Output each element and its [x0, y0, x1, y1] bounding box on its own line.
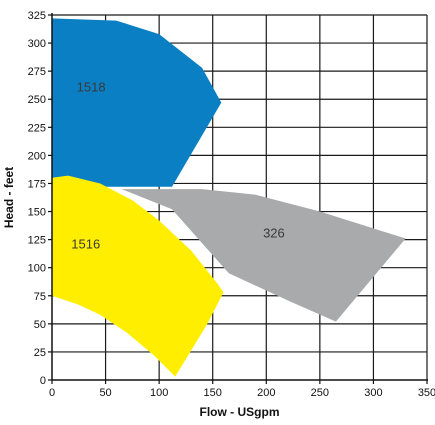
x-tick-label-350: 350 — [418, 387, 435, 399]
x-tick-label-200: 200 — [257, 387, 275, 399]
y-tick-label-125: 125 — [28, 235, 46, 247]
region-1518 — [52, 18, 222, 187]
x-tick-label-50: 50 — [99, 387, 111, 399]
y-tick-label-0: 0 — [40, 375, 46, 387]
x-tick-label-100: 100 — [150, 387, 168, 399]
axes — [48, 13, 428, 384]
x-tick-label-150: 150 — [204, 387, 222, 399]
region-label-326: 326 — [263, 225, 285, 240]
tick-labels: 0 25 50 75 100 125 150 175 200 225 250 275 300 325 0 50… — [28, 10, 435, 399]
y-tick-label-275: 275 — [28, 66, 46, 78]
x-axis-label: Flow - USgpm — [200, 405, 280, 419]
x-tick-label-250: 250 — [311, 387, 329, 399]
y-tick-label-250: 250 — [28, 94, 46, 106]
region-326 — [121, 189, 406, 322]
region-label-1518: 1518 — [77, 79, 106, 94]
region-label-1516: 1516 — [71, 237, 100, 252]
y-tick-label-150: 150 — [28, 207, 46, 219]
performance-regions — [52, 18, 406, 377]
y-tick-label-200: 200 — [28, 150, 46, 162]
y-tick-label-325: 325 — [28, 10, 46, 22]
region-labels: 1518 326 1516 — [71, 79, 284, 251]
y-tick-label-75: 75 — [34, 291, 46, 303]
x-tick-label-0: 0 — [49, 387, 55, 399]
region-1516 — [52, 175, 224, 377]
y-axis-label: Head - feet — [2, 167, 16, 228]
x-tick-label-300: 300 — [364, 387, 382, 399]
y-tick-label-175: 175 — [28, 178, 46, 190]
y-tick-label-300: 300 — [28, 38, 46, 50]
y-tick-label-225: 225 — [28, 122, 46, 134]
y-tick-label-100: 100 — [28, 263, 46, 275]
y-tick-label-50: 50 — [34, 319, 46, 331]
y-tick-label-25: 25 — [34, 347, 46, 359]
